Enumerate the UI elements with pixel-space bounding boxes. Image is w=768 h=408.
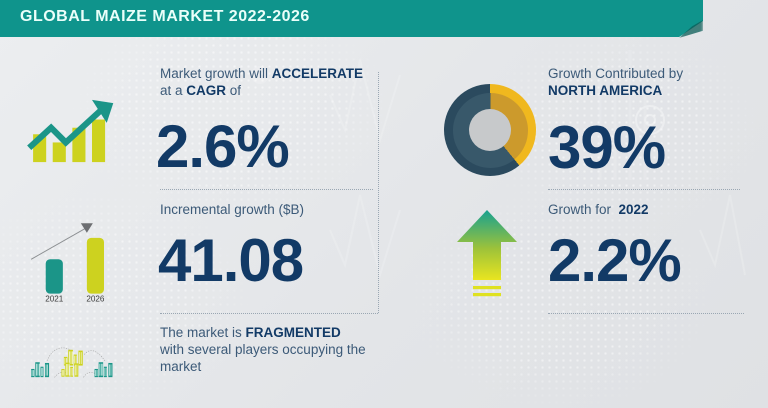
svg-text:2026: 2026 [86,294,105,303]
svg-text:2021: 2021 [45,294,64,303]
